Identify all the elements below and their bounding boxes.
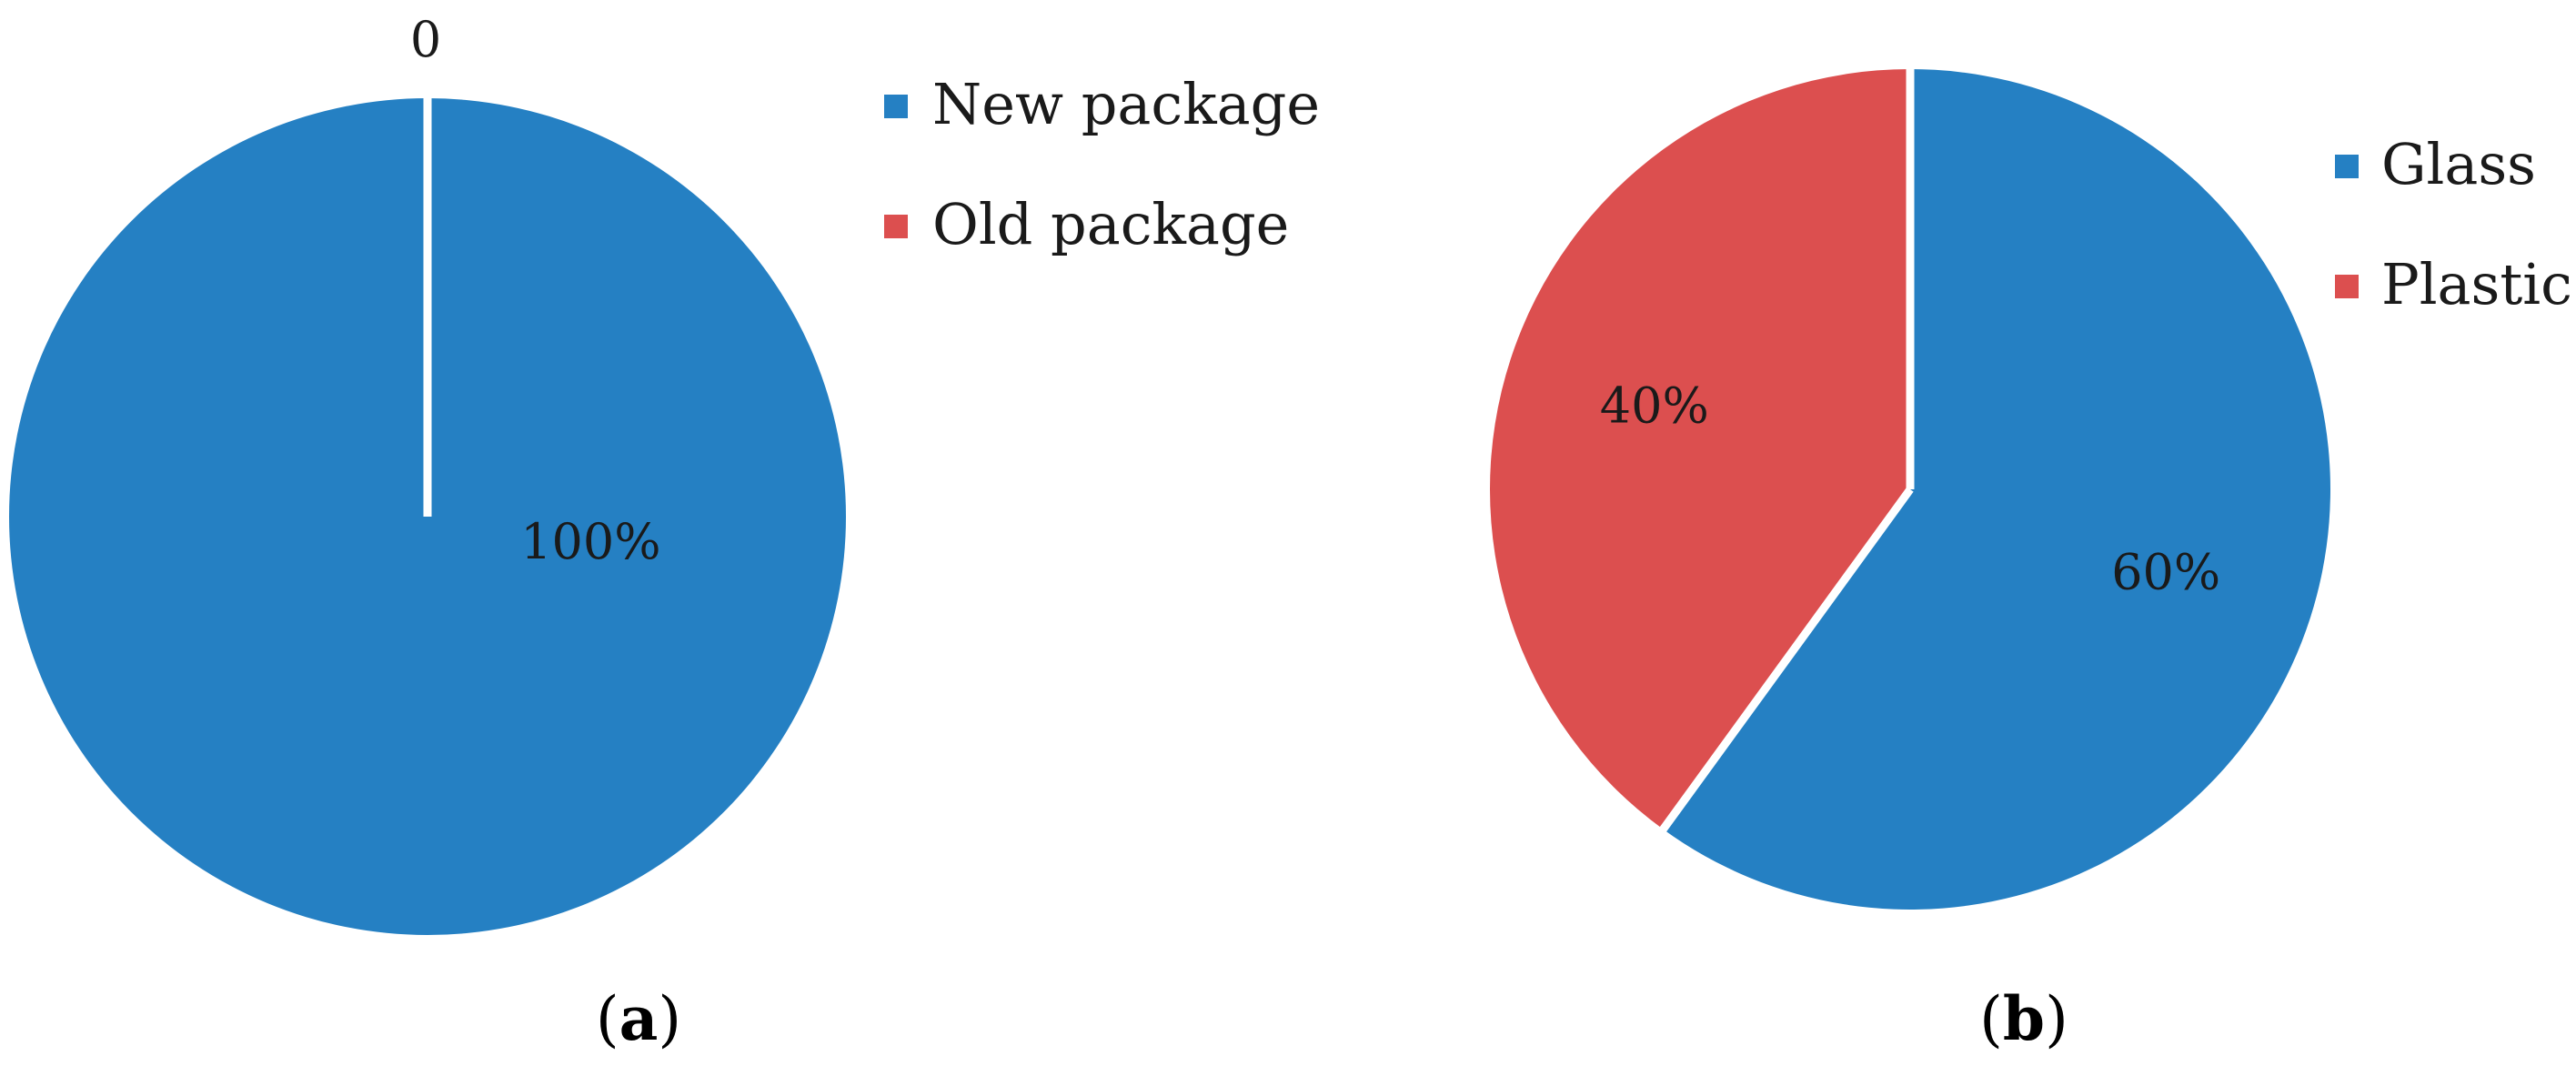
pie-chart-a: 100% 0 [9, 11, 846, 935]
legend-swatch-glass [2335, 155, 2359, 178]
panel-tag-a: (a) [596, 983, 681, 1054]
slice-label-new-package: 100% [520, 513, 660, 570]
legend-a: New package Old package [884, 71, 1320, 257]
legend-label-new-package: New package [932, 71, 1320, 137]
panel-tag-b: (b) [1979, 983, 2068, 1054]
slice-label-glass: 60% [2111, 543, 2220, 600]
slice-separator [1658, 487, 1914, 834]
legend-label-plastic: Plastic [2381, 251, 2572, 317]
slice-label-old-package: 0 [410, 11, 441, 68]
slice-label-plastic: 40% [1600, 377, 1709, 435]
legend-swatch-old-package [884, 215, 908, 238]
legend-label-old-package: Old package [932, 191, 1289, 257]
pie-slice-glass [1663, 69, 2331, 910]
pie-slice-plastic [1490, 69, 1910, 830]
legend-swatch-new-package [884, 95, 908, 118]
legend-b: Glass Plastic [2335, 131, 2572, 317]
legend-label-glass: Glass [2381, 131, 2536, 197]
legend-swatch-plastic [2335, 275, 2359, 298]
pie-chart-b: 60% 40% [1490, 67, 2331, 910]
